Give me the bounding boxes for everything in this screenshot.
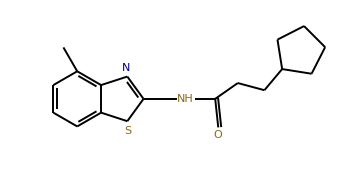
Text: N: N: [122, 63, 131, 73]
Text: NH: NH: [177, 94, 193, 104]
Text: O: O: [214, 130, 223, 140]
Text: S: S: [125, 126, 132, 136]
